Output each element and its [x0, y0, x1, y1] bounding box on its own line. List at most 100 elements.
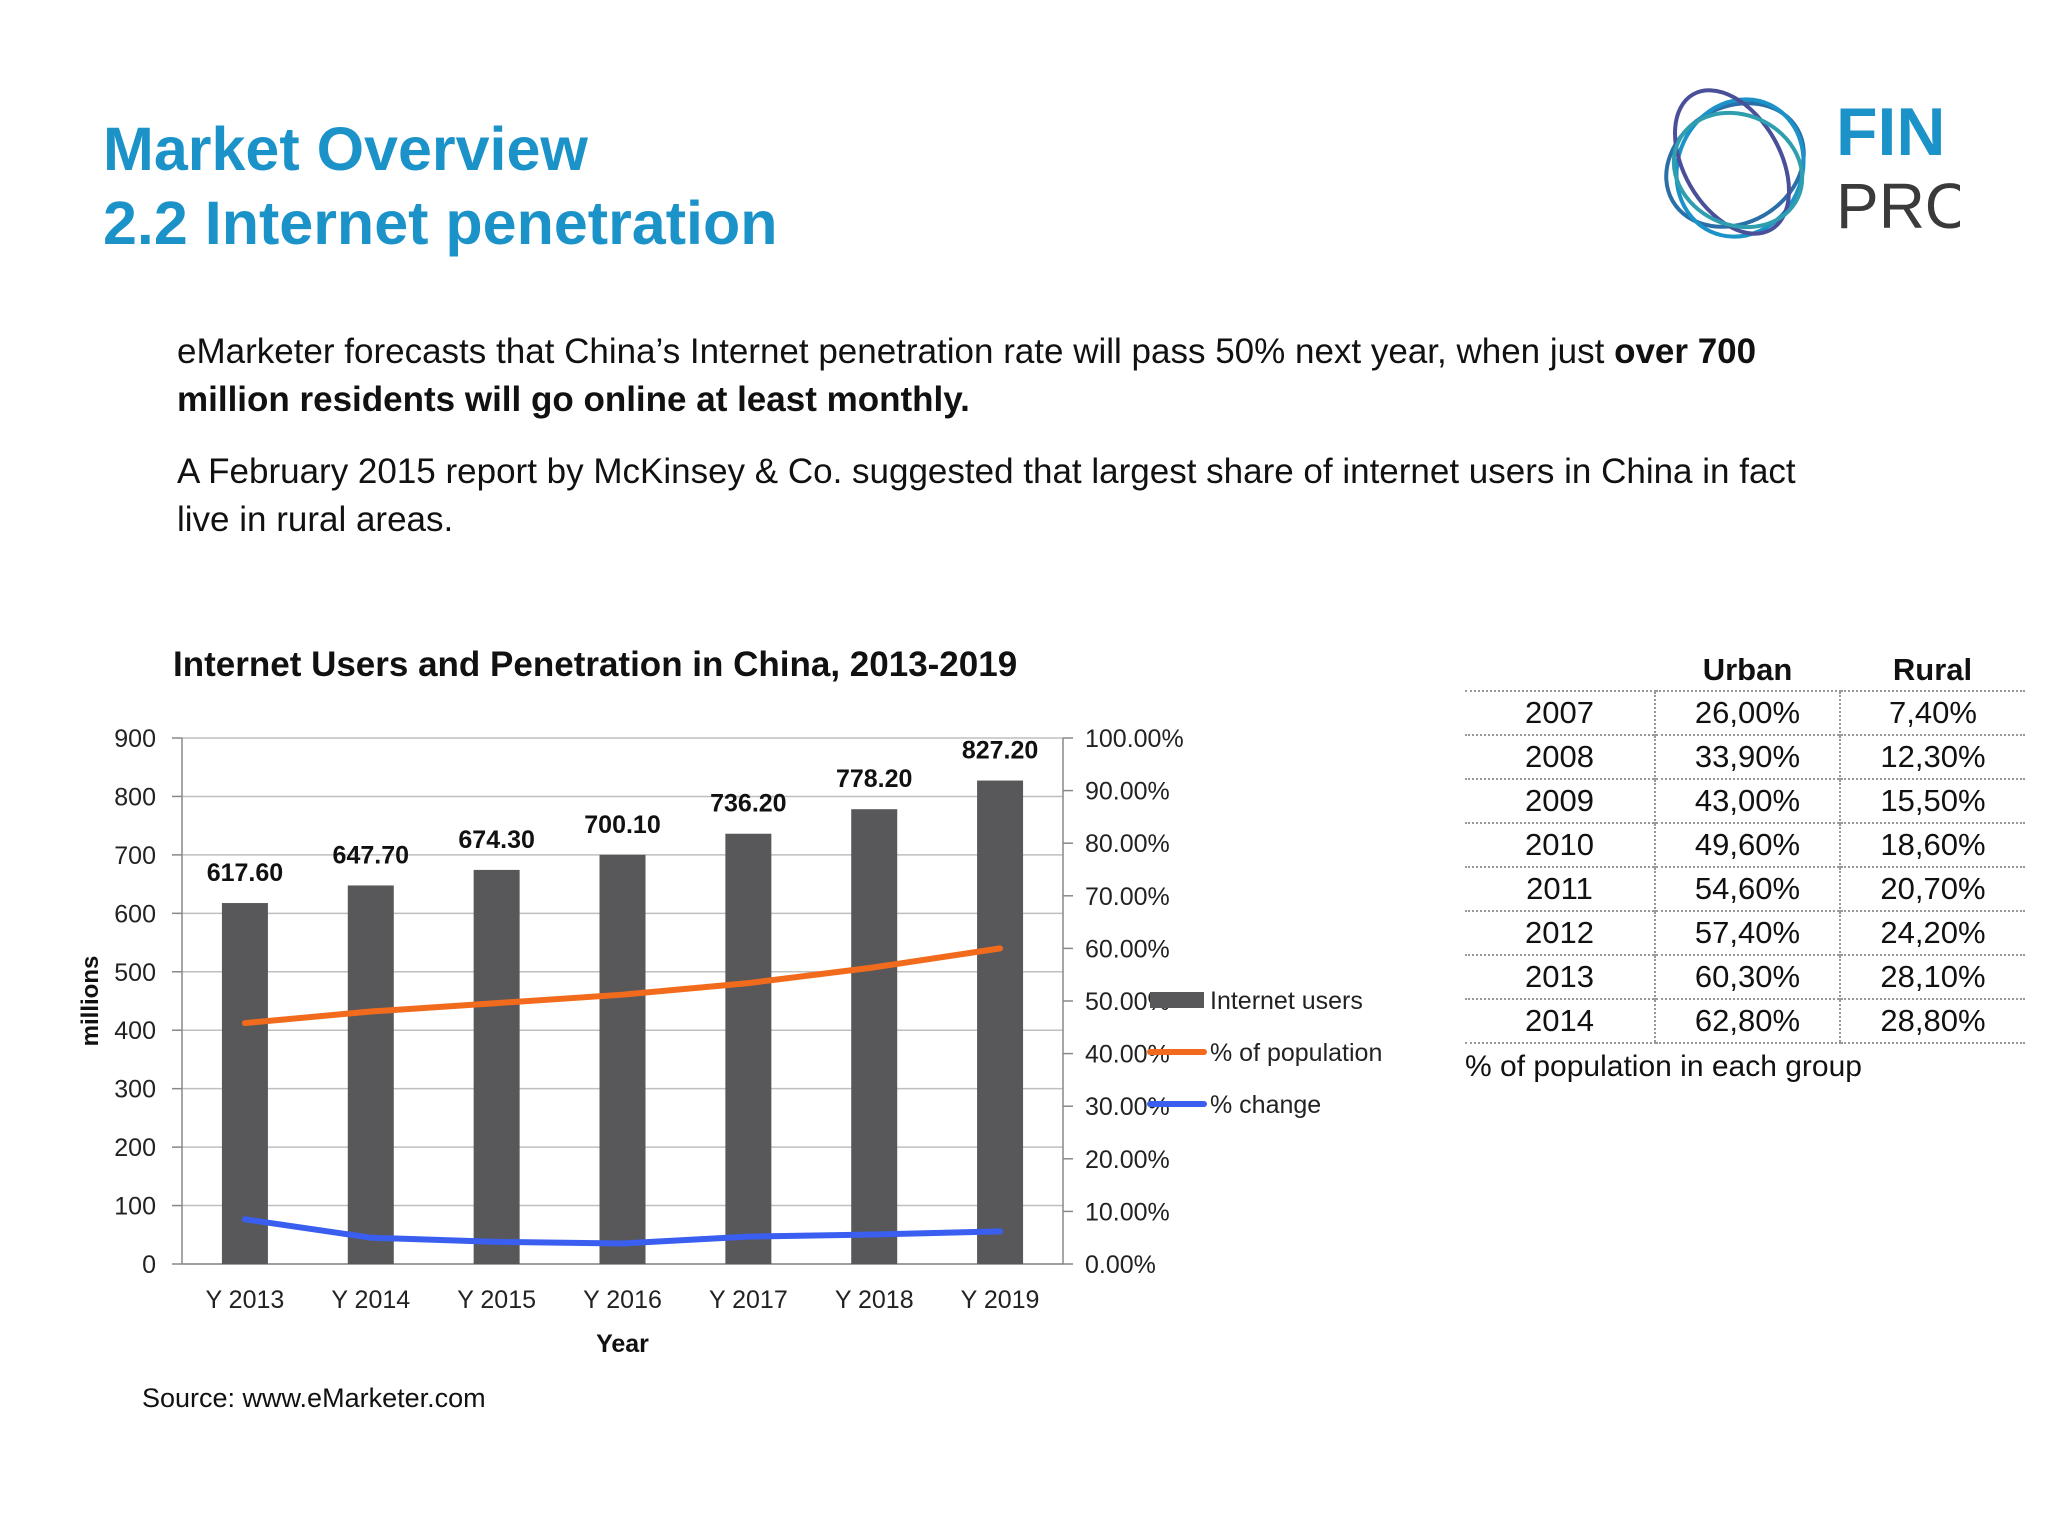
y-tick-label: 600	[114, 900, 156, 928]
bar-internet-users	[347, 885, 394, 1264]
table-header-urban: Urban	[1702, 652, 1793, 687]
bar-data-label: 617.60	[207, 859, 283, 887]
table-cell-year: 2012	[1465, 910, 1655, 955]
source-note: Source: www.eMarketer.com	[142, 1383, 486, 1413]
y2-tick-label: 70.00%	[1085, 883, 1170, 911]
table-cell-urban: 26,00%	[1654, 690, 1840, 735]
finpro-logo: FIN PRO	[1640, 70, 1975, 260]
x-tick-label: Y 2015	[457, 1286, 536, 1314]
y2-tick-label: 60.00%	[1085, 935, 1170, 963]
table-row: 2009 43,00% 15,50%	[1465, 778, 2025, 823]
intro-paragraph-1: eMarketer forecasts that China’s Interne…	[177, 328, 1817, 424]
table-cell-year: 2007	[1465, 690, 1655, 735]
table-row: 2011 54,60% 20,70%	[1465, 866, 2025, 911]
y-axis-title: millions	[77, 956, 104, 1047]
table-cell-rural: 24,20%	[1839, 910, 2025, 955]
x-tick-label: Y 2018	[835, 1286, 914, 1314]
table-row: 2007 26,00% 7,40%	[1465, 690, 2025, 735]
table-cell-urban: 43,00%	[1654, 778, 1840, 823]
table-cell-rural: 28,80%	[1839, 998, 2025, 1044]
table-cell-year: 2008	[1465, 734, 1655, 779]
y2-tick-label: 20.00%	[1085, 1146, 1170, 1174]
table-cell-rural: 12,30%	[1839, 734, 2025, 779]
y2-tick-label: 100.00%	[1085, 725, 1184, 753]
y-tick-label: 0	[142, 1251, 156, 1279]
table-cell-rural: 7,40%	[1839, 690, 2025, 735]
y-tick-label: 800	[114, 783, 156, 811]
bar-internet-users	[725, 833, 772, 1264]
line-change	[241, 1216, 1004, 1247]
table-header-rural: Rural	[1892, 652, 1973, 687]
page-title: Market Overview 2.2 Internet penetration	[103, 112, 778, 260]
bar-data-label: 700.10	[584, 811, 660, 839]
intro-text: eMarketer forecasts that China’s Interne…	[177, 328, 1817, 568]
x-tick-label: Y 2019	[961, 1286, 1040, 1314]
x-tick-label: Y 2016	[583, 1286, 662, 1314]
y2-tick-label: 0.00%	[1085, 1251, 1156, 1279]
line-population	[241, 945, 1004, 1027]
bar-data-label: 778.20	[836, 765, 912, 793]
bar-internet-users	[221, 903, 268, 1264]
legend-label-population: % of population	[1210, 1039, 1382, 1067]
logo-text-pro: PRO	[1836, 170, 1960, 242]
table-cell-rural: 20,70%	[1839, 866, 2025, 911]
y-tick-label: 500	[114, 959, 156, 987]
table-cell-year: 2011	[1465, 866, 1655, 911]
table-cell-year: 2010	[1465, 822, 1655, 867]
intro-paragraph-2: A February 2015 report by McKinsey & Co.…	[177, 452, 1796, 539]
legend-swatch-internet-users	[1150, 992, 1204, 1008]
y2-tick-label: 30.00%	[1085, 1093, 1170, 1121]
y2-tick-label: 10.00%	[1085, 1198, 1170, 1226]
bar-data-label: 736.20	[710, 790, 786, 818]
table-cell-rural: 18,60%	[1839, 822, 2025, 867]
table-cell-rural: 28,10%	[1839, 954, 2025, 999]
bar-data-label: 674.30	[458, 826, 534, 854]
bar-internet-users	[851, 809, 898, 1264]
y-tick-label: 100	[114, 1193, 156, 1221]
table-note: % of population in each group	[1465, 1050, 1862, 1083]
bar-data-label: 647.70	[333, 841, 409, 869]
bar-internet-users	[599, 854, 646, 1264]
table-row: 2014 62,80% 28,80%	[1465, 998, 2025, 1044]
table-row: 2013 60,30% 28,10%	[1465, 954, 2025, 999]
bar-data-label: 827.20	[962, 737, 1038, 765]
intro-p1-normal: eMarketer forecasts that China’s Interne…	[177, 332, 1615, 371]
table-cell-rural: 15,50%	[1839, 778, 2025, 823]
y-tick-label: 300	[114, 1076, 156, 1104]
y-tick-label: 400	[114, 1017, 156, 1045]
y-tick-label: 200	[114, 1134, 156, 1162]
table-cell-urban: 60,30%	[1654, 954, 1840, 999]
internet-users-chart: 0 100 200 300 400 500 600 700 800 900 0.00% 10.00% 2…	[77, 725, 1382, 1358]
y2-tick-label: 90.00%	[1085, 778, 1170, 806]
urban-rural-table: Urban Rural 2007 26,00% 7,40% 2008 33,90% 12…	[1465, 650, 2025, 1084]
table-cell-urban: 49,60%	[1654, 822, 1840, 867]
logo-text-fin: FIN	[1836, 94, 1946, 170]
table-cell-year: 2014	[1465, 998, 1655, 1044]
table-cell-urban: 54,60%	[1654, 866, 1840, 911]
y-tick-label: 900	[114, 725, 156, 753]
legend-label-change: % change	[1210, 1091, 1321, 1119]
x-tick-label: Y 2017	[709, 1286, 788, 1314]
table-cell-urban: 33,90%	[1654, 734, 1840, 779]
finpro-ring-logo-icon: FIN PRO	[1664, 88, 1975, 242]
legend-label-internet-users: Internet users	[1210, 987, 1363, 1015]
table-cell-year: 2009	[1465, 778, 1655, 823]
bar-internet-users	[473, 869, 520, 1264]
table-cell-year: 2013	[1465, 954, 1655, 999]
x-tick-label: Y 2014	[331, 1286, 410, 1314]
x-tick-label: Y 2013	[206, 1286, 285, 1314]
urban-rural-data-table: Urban Rural 2007 26,00% 7,40% 2008 33,90% 12…	[1465, 650, 2025, 1044]
title-line-1: Market Overview	[103, 115, 588, 183]
table-row: 2008 33,90% 12,30%	[1465, 734, 2025, 779]
table-cell-urban: 57,40%	[1654, 910, 1840, 955]
table-row: 2012 57,40% 24,20%	[1465, 910, 2025, 955]
chart-title: Internet Users and Penetration in China,…	[173, 645, 1018, 684]
table-header-year	[1465, 650, 1655, 691]
table-row: 2010 49,60% 18,60%	[1465, 822, 2025, 867]
table-cell-urban: 62,80%	[1654, 998, 1840, 1044]
y-tick-label: 700	[114, 842, 156, 870]
x-axis-title: Year	[596, 1330, 649, 1358]
y2-tick-label: 80.00%	[1085, 830, 1170, 858]
title-line-2: 2.2 Internet penetration	[103, 189, 778, 257]
bar-internet-users	[977, 780, 1024, 1264]
